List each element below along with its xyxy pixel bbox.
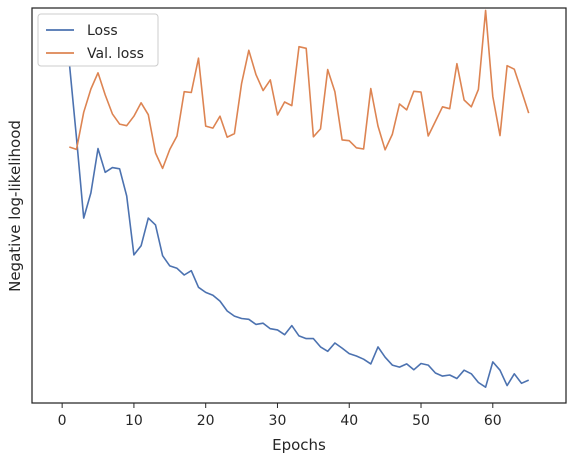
x-tick-label: 30 xyxy=(269,413,287,429)
x-tick-label: 60 xyxy=(484,413,502,429)
legend-label-val-loss: Val. loss xyxy=(87,46,144,62)
x-tick-label: 20 xyxy=(197,413,215,429)
plot-frame xyxy=(31,7,567,404)
series-layer xyxy=(68,9,530,388)
x-tick-label: 10 xyxy=(125,413,143,429)
x-axis-title: Epochs xyxy=(272,436,326,454)
series-line-val-loss xyxy=(69,9,530,170)
x-axis-ticks: 0 10 20 30 40 50 60 xyxy=(58,403,502,429)
series-line-loss xyxy=(68,62,530,388)
x-tick-label: 40 xyxy=(340,413,358,429)
x-tick-label: 50 xyxy=(412,413,430,429)
legend-label-loss: Loss xyxy=(87,23,118,39)
x-tick-label: 0 xyxy=(58,413,67,429)
legend: Loss Val. loss xyxy=(37,13,159,67)
y-axis-title: Negative log-likelihood xyxy=(6,120,24,292)
